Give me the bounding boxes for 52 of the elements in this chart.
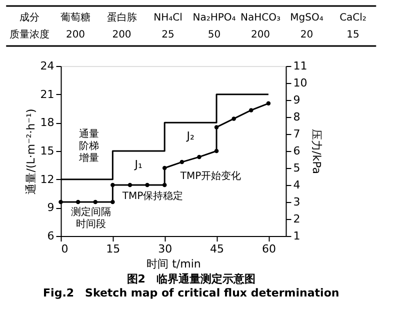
point <box>197 154 202 160</box>
y2-tick-label: 7 <box>293 128 300 140</box>
y-axis-title: 通量/(L·m⁻²·h⁻¹) <box>24 108 38 194</box>
point <box>110 200 115 204</box>
y-tick-label: 18 <box>40 116 54 130</box>
text: Fig.2 Sketch map of critical flux determination <box>43 286 340 300</box>
y2-tick-label: 11 <box>293 60 308 72</box>
y-tick-label: 12 <box>40 172 54 186</box>
annotation: TMP开始变化 <box>179 170 242 182</box>
y2-axis-title: 压力/kPa <box>310 129 324 174</box>
y2-tick-label: 10 <box>293 76 308 90</box>
text: 成分 葡萄糖 蛋白胨 NH₄Cl Na₂HPO₄ NaHCO₃ MgSO₄ CaCl₂ <box>19 12 366 24</box>
y2-tick-label: 9 <box>293 94 300 106</box>
annotation: J₂ <box>186 130 194 143</box>
point <box>232 116 236 121</box>
y-tick-label: 15 <box>40 144 54 158</box>
point <box>249 108 254 112</box>
annotation: 通量阶梯增量 <box>78 128 99 164</box>
point <box>110 182 115 188</box>
point <box>266 101 271 106</box>
y-tick-label: 21 <box>40 88 54 101</box>
x-tick-label: 15 <box>106 242 120 256</box>
x-tick-label: 60 <box>262 242 276 256</box>
point <box>58 200 63 204</box>
y2-tick-label: 4 <box>293 178 300 192</box>
point <box>162 166 167 170</box>
text: 质量浓度 200 200 25 50 200 20 15 <box>9 29 360 40</box>
y-tick-label: 24 <box>40 60 54 72</box>
point <box>214 148 219 154</box>
y-tick-label: 6 <box>47 230 54 242</box>
text: 图2 临界通量测定示意图 <box>126 272 256 286</box>
x-tick-label: 0 <box>61 242 68 256</box>
point <box>180 160 184 164</box>
annotation: TMP保持稳定 <box>121 190 184 202</box>
point <box>145 182 150 188</box>
point <box>162 182 167 188</box>
y2-tick-label: 8 <box>293 110 300 124</box>
point <box>214 125 219 130</box>
annotation: J₁ <box>134 158 142 171</box>
point <box>128 182 132 188</box>
point <box>93 200 98 204</box>
y2-tick-label: 3 <box>293 196 300 208</box>
y2-tick-label: 5 <box>293 162 300 174</box>
y2-tick-label: 2 <box>293 212 300 226</box>
point <box>76 200 80 204</box>
y-tick-label: 9 <box>47 201 54 214</box>
y2-tick-label: 1 <box>293 230 300 242</box>
y2-tick-label: 6 <box>293 144 300 158</box>
x-axis-title: 时间 t/min <box>146 258 201 270</box>
x-tick-label: 45 <box>210 242 224 256</box>
x-tick-label: 30 <box>158 242 172 256</box>
annotation: 测定间隔时间段 <box>70 206 111 230</box>
